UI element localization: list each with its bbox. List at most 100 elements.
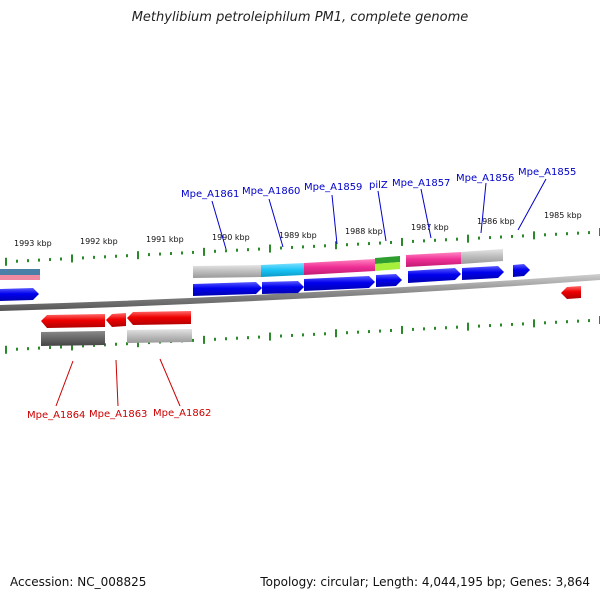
minor-tick: [93, 255, 95, 259]
minor-tick: [192, 338, 194, 342]
accession-label: Accession: NC_008825: [10, 575, 147, 589]
minor-tick: [27, 259, 29, 263]
gene-arrow-forward[interactable]: [304, 276, 375, 291]
minor-tick: [159, 252, 161, 256]
gene-label-forward[interactable]: Mpe_A1856: [456, 173, 514, 184]
major-tick: [335, 329, 337, 338]
gene-arrow-forward[interactable]: [462, 266, 504, 280]
gene-label-reverse[interactable]: Mpe_A1862: [153, 408, 211, 419]
major-tick: [467, 322, 469, 331]
minor-tick: [214, 337, 216, 341]
gene-arrow-forward[interactable]: [0, 288, 39, 301]
major-tick: [401, 325, 403, 334]
minor-tick: [577, 319, 579, 323]
reverse-genes: [41, 286, 581, 328]
minor-tick: [291, 333, 293, 337]
gene-arrow-forward[interactable]: [262, 281, 304, 294]
major-tick: [533, 231, 535, 240]
minor-tick: [566, 320, 568, 324]
major-tick: [137, 251, 139, 260]
gene-arrow-forward[interactable]: [408, 268, 461, 283]
minor-tick: [522, 322, 524, 326]
scale-label: 1988 kbp: [345, 227, 383, 236]
minor-tick: [588, 231, 590, 235]
minor-tick: [555, 320, 557, 324]
minor-tick: [82, 344, 84, 348]
scale-label: 1986 kbp: [477, 217, 515, 226]
major-tick: [401, 237, 403, 246]
gene-label-forward[interactable]: Mpe_A1857: [392, 178, 450, 189]
gene-label-reverse[interactable]: Mpe_A1864: [27, 410, 85, 421]
minor-tick: [511, 322, 513, 326]
page-title: Methylibium petroleiphilum PM1, complete…: [131, 10, 469, 25]
gene-label-forward[interactable]: Mpe_A1855: [518, 167, 576, 178]
genome-backbone: [0, 274, 600, 311]
minor-tick: [49, 258, 51, 262]
minor-tick: [555, 232, 557, 236]
major-tick: [335, 241, 337, 250]
minor-tick: [445, 326, 447, 330]
minor-tick: [313, 332, 315, 336]
gene-label-forward[interactable]: pilZ: [369, 180, 388, 191]
minor-tick: [368, 330, 370, 334]
feature-track-left: [0, 269, 40, 280]
scale-label: 1987 kbp: [411, 223, 449, 232]
minor-tick: [115, 342, 117, 346]
minor-tick: [390, 329, 392, 332]
minor-tick: [60, 257, 62, 261]
gene-arrow-forward[interactable]: [513, 264, 530, 277]
minor-tick: [357, 242, 359, 246]
minor-tick: [192, 250, 194, 254]
minor-tick: [38, 346, 40, 350]
feature-track: [193, 249, 503, 278]
major-tick: [269, 244, 271, 253]
forward-genes: [0, 264, 530, 301]
minor-tick: [390, 241, 392, 244]
minor-tick: [478, 236, 480, 240]
major-tick: [269, 332, 271, 341]
minor-tick: [412, 239, 414, 243]
gene-arrow-forward[interactable]: [376, 274, 402, 287]
gene-arrow-reverse[interactable]: [106, 313, 126, 327]
minor-tick: [368, 242, 370, 246]
minor-tick: [302, 333, 304, 337]
genome-stats-label: Topology: circular; Length: 4,044,195 bp…: [260, 575, 590, 589]
reverse-label-leaders: [55, 358, 181, 407]
major-tick: [71, 254, 73, 263]
minor-tick: [577, 231, 579, 235]
scale-label: 1992 kbp: [80, 237, 118, 246]
minor-tick: [412, 327, 414, 331]
minor-tick: [379, 241, 381, 245]
scale-label: 1993 kbp: [14, 239, 52, 248]
gene-label-forward[interactable]: Mpe_A1860: [242, 186, 300, 197]
minor-tick: [82, 256, 84, 260]
gene-label-forward[interactable]: Mpe_A1861: [181, 189, 239, 200]
minor-tick: [522, 234, 524, 238]
minor-tick: [313, 244, 315, 248]
minor-tick: [60, 345, 62, 349]
minor-tick: [115, 254, 117, 258]
gene-arrow-forward[interactable]: [193, 282, 262, 296]
minor-tick: [423, 327, 425, 331]
minor-tick: [544, 321, 546, 325]
minor-tick: [236, 248, 238, 252]
reverse-feature-track: [41, 329, 192, 346]
major-tick: [467, 234, 469, 243]
minor-tick: [247, 336, 249, 340]
minor-tick: [148, 253, 150, 257]
minor-tick: [456, 237, 458, 241]
minor-tick: [544, 233, 546, 237]
gene-label-reverse[interactable]: Mpe_A1863: [89, 409, 147, 420]
gene-label-forward[interactable]: Mpe_A1859: [304, 182, 362, 193]
minor-tick: [346, 243, 348, 247]
gene-arrow-reverse[interactable]: [561, 286, 581, 299]
major-tick: [71, 342, 73, 351]
minor-tick: [258, 247, 260, 251]
minor-tick: [434, 238, 436, 242]
gene-arrow-reverse[interactable]: [41, 314, 105, 328]
gene-arrow-reverse[interactable]: [127, 311, 191, 325]
minor-tick: [434, 326, 436, 330]
minor-tick: [214, 249, 216, 253]
minor-tick: [302, 245, 304, 249]
